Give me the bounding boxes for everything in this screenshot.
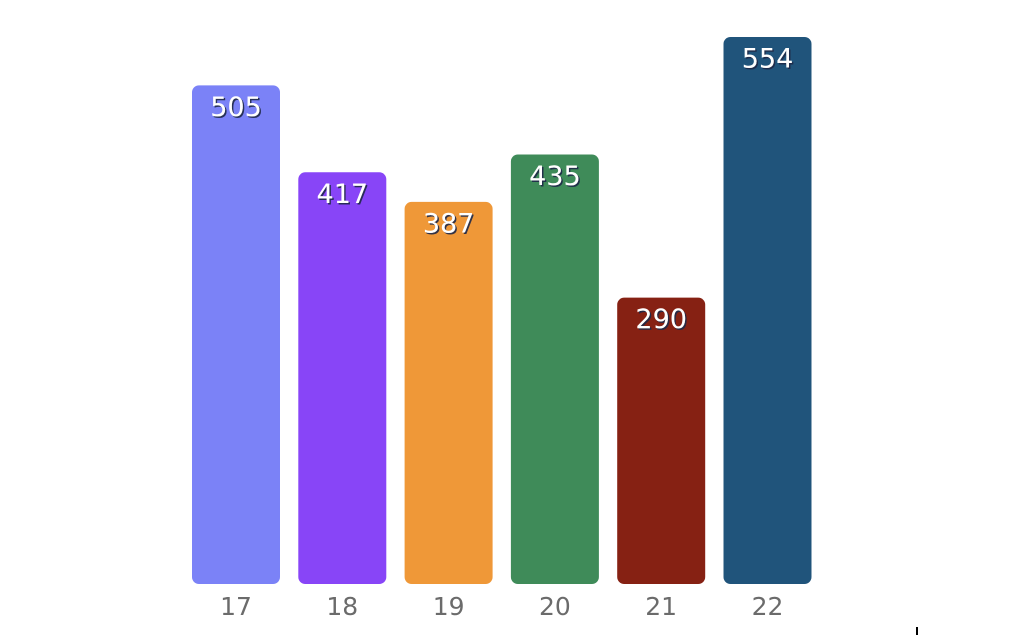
value-label: 417 <box>317 179 369 210</box>
value-label: 387 <box>423 208 475 239</box>
value-label: 290 <box>635 304 687 335</box>
x-tick-label: 22 <box>752 592 784 621</box>
x-tick-label: 20 <box>539 592 571 621</box>
x-tick-label: 18 <box>326 592 358 621</box>
x-tick-label: 19 <box>433 592 465 621</box>
x-tick-label: 21 <box>645 592 677 621</box>
x-tick-label: 17 <box>220 592 252 621</box>
value-label: 505 <box>210 92 262 123</box>
bar <box>617 297 706 584</box>
bar <box>298 172 387 584</box>
value-label: 554 <box>742 44 794 75</box>
bar <box>723 37 812 584</box>
bar <box>510 154 599 584</box>
value-label: 435 <box>529 161 581 192</box>
bar <box>404 201 493 584</box>
bar <box>192 85 280 585</box>
